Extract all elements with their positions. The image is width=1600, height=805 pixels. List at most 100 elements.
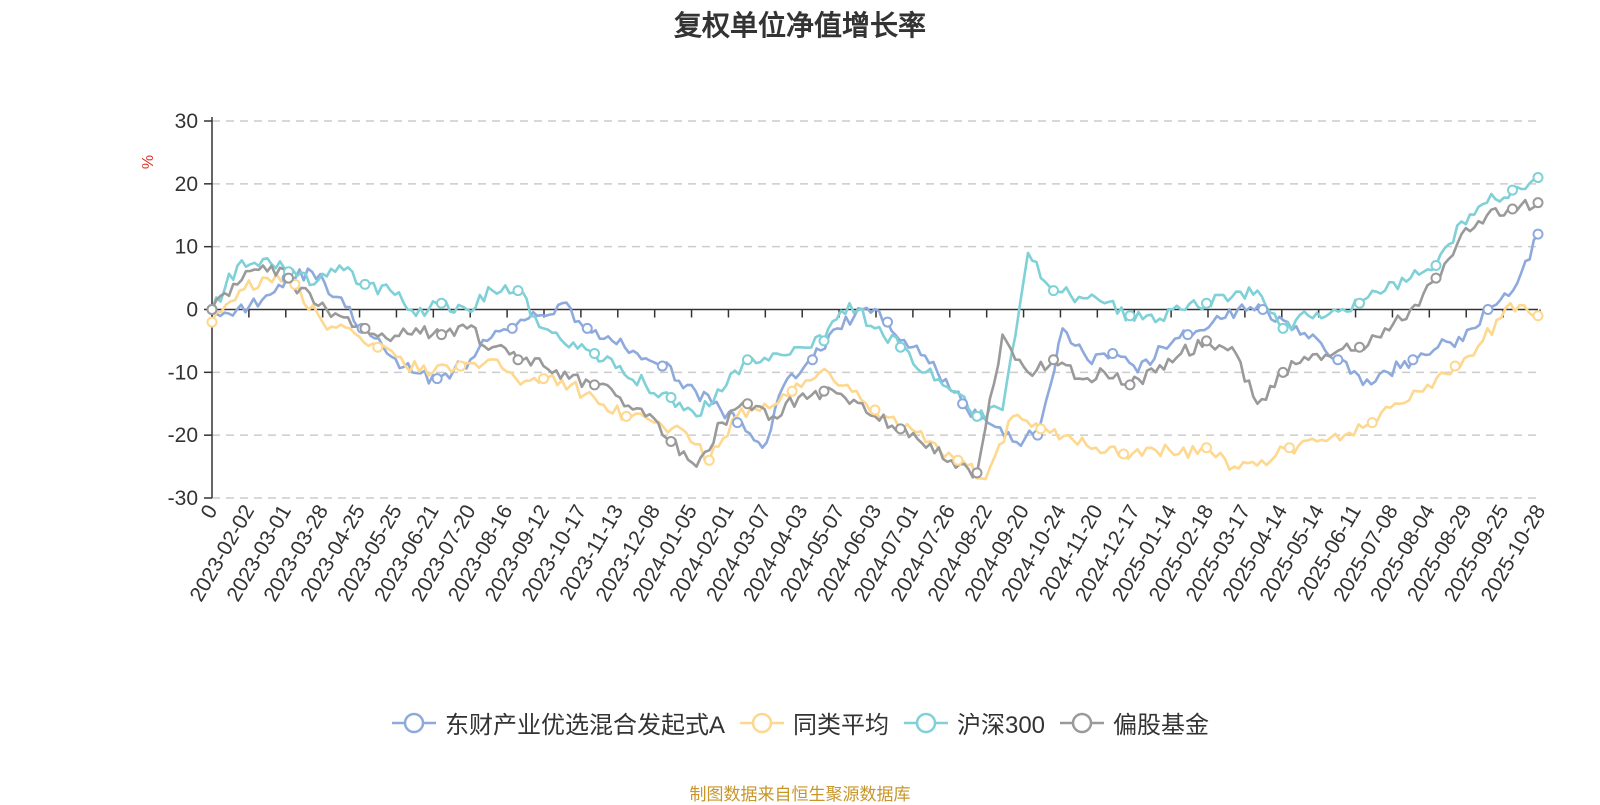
data-point: [1366, 417, 1378, 429]
y-tick-label: 30: [175, 110, 198, 133]
data-point: [665, 391, 677, 403]
y-tick-label: 20: [175, 173, 198, 196]
legend-label: 沪深300: [956, 712, 1046, 739]
data-point: [1430, 272, 1442, 284]
data-point: [895, 341, 906, 353]
y-tick-label: 0: [186, 299, 198, 322]
legend-swatch-icon: [1060, 712, 1105, 733]
legend-label: 偏股基金: [1113, 712, 1210, 739]
y-tick-labels: 30 20 10 0 -10 -20 -30: [168, 110, 198, 510]
data-point: [589, 379, 600, 391]
data-point: [1532, 197, 1544, 209]
data-point: [1118, 448, 1130, 460]
data-point: [742, 354, 753, 366]
series-line: [210, 198, 1539, 479]
data-point: [1201, 297, 1212, 309]
data-point: [1283, 442, 1295, 454]
data-point: [283, 272, 294, 284]
data-point: [665, 435, 677, 447]
data-point: [538, 373, 549, 385]
data-point: [952, 454, 964, 466]
series-line: [210, 176, 1539, 422]
data-point: [1532, 310, 1544, 322]
gridlines: [212, 120, 1538, 499]
data-point: [882, 316, 894, 328]
data-point: [1277, 366, 1289, 378]
y-axis-label: %: [140, 155, 157, 169]
data-point: [1048, 285, 1059, 297]
data-point: [1201, 442, 1212, 454]
data-point: [372, 341, 384, 353]
legend: 东财产业优选混合发起式A 同类平均 沪深300 偏股基金: [0, 705, 1600, 740]
data-point: [971, 410, 983, 422]
data-point: [806, 354, 818, 366]
y-tick-label: -10: [168, 361, 198, 384]
data-point: [206, 304, 218, 315]
y-tick-label: -30: [168, 487, 198, 510]
x-tick-labels: 02023-02-022023-03-012023-03-282023-04-2…: [186, 501, 1551, 606]
data-point: [1201, 335, 1212, 347]
series-points: [206, 172, 1544, 479]
data-point: [971, 467, 983, 479]
legend-swatch-icon: [391, 712, 436, 733]
data-point: [1048, 354, 1059, 366]
data-point: [436, 329, 447, 341]
data-point: [1035, 423, 1047, 435]
data-point: [1124, 379, 1136, 391]
data-point: [581, 322, 593, 334]
data-point: [895, 423, 906, 435]
data-point: [1507, 184, 1518, 196]
legend-item[interactable]: 东财产业优选混合发起式A: [391, 705, 725, 740]
data-point: [656, 360, 668, 372]
data-point: [1277, 322, 1289, 334]
data-point: [786, 385, 798, 397]
data-point: [1124, 310, 1136, 322]
data-point: [455, 360, 467, 372]
data-point: [818, 385, 830, 397]
data-point: [206, 316, 218, 328]
legend-item[interactable]: 沪深300: [903, 705, 1045, 740]
legend-swatch-icon: [739, 712, 784, 733]
legend-label: 同类平均: [792, 712, 889, 739]
y-tick-label: 10: [175, 236, 198, 259]
data-point: [1532, 172, 1544, 184]
data-point: [1332, 354, 1344, 366]
data-point: [1482, 304, 1494, 315]
series-line: [210, 272, 1539, 481]
source-note: 制图数据来自恒生聚源数据库: [689, 785, 911, 804]
data-point: [512, 285, 524, 297]
legend-label: 东财产业优选混合发起式A: [444, 712, 725, 739]
data-point: [1107, 347, 1119, 359]
data-point: [359, 278, 371, 290]
data-point: [620, 410, 632, 422]
data-point: [731, 417, 743, 429]
data-point: [1182, 329, 1194, 341]
data-point: [818, 335, 830, 347]
chart-title: 复权单位净值增长率: [673, 10, 926, 41]
data-point: [869, 404, 881, 416]
data-point: [1354, 297, 1365, 309]
data-point: [703, 454, 715, 466]
data-point: [359, 322, 371, 334]
legend-swatch-icon: [903, 712, 948, 733]
legend-item[interactable]: 同类平均: [739, 705, 889, 740]
data-point: [742, 398, 753, 410]
data-point: [1257, 304, 1269, 315]
data-point: [431, 373, 443, 385]
data-point: [1449, 360, 1461, 372]
legend-item[interactable]: 偏股基金: [1059, 705, 1209, 740]
data-point: [1507, 203, 1518, 215]
data-point: [506, 322, 518, 334]
data-point: [1532, 228, 1544, 240]
x-tick-label: 0: [197, 501, 223, 523]
data-point: [512, 354, 524, 366]
data-point: [1407, 354, 1419, 366]
series-lines: [210, 176, 1540, 481]
data-point: [1354, 341, 1365, 353]
data-point: [289, 278, 301, 290]
data-point: [957, 398, 969, 410]
data-point: [1430, 260, 1442, 272]
y-tick-label: -20: [168, 424, 198, 447]
data-point: [589, 347, 600, 359]
